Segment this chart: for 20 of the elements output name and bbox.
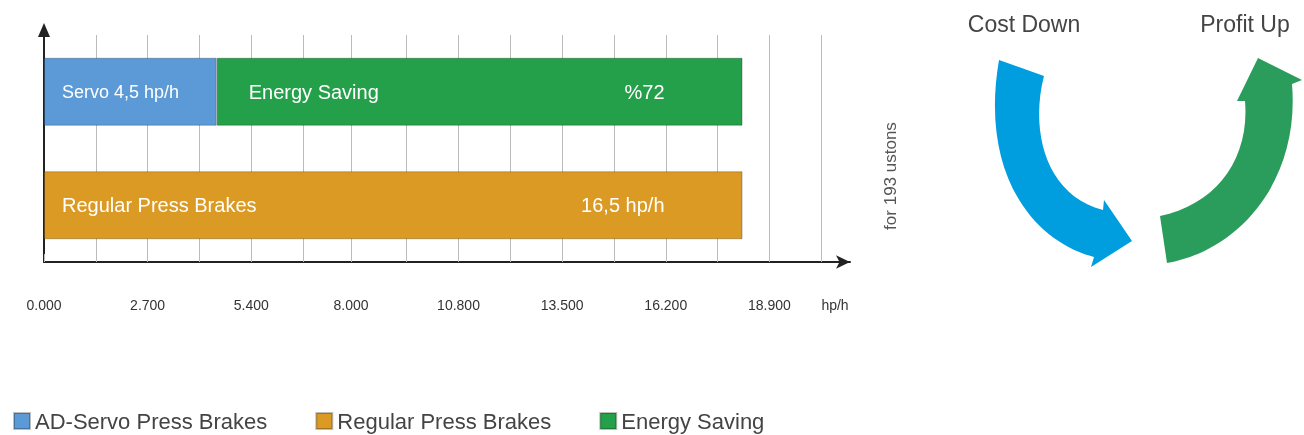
x-tick-label: 13.500 [540, 297, 584, 313]
annotation: Regular Press Brakes [62, 194, 257, 217]
annotation: Energy Saving [248, 80, 379, 103]
x-tick-label: 2.700 [130, 297, 166, 313]
annotation: 16,5 hp/h [581, 194, 665, 217]
text: Profit Up [1200, 11, 1290, 37]
x-tick-label: 5.400 [233, 297, 269, 313]
legend-label: Regular Press Brakes [337, 408, 552, 434]
x-axis-title: hp/h [821, 297, 849, 313]
legend-label: Energy Saving [621, 408, 765, 434]
x-tick-label: 0.000 [26, 297, 62, 313]
text: for 193 ustons [880, 122, 900, 230]
x-tick-label: 18.900 [747, 297, 792, 313]
annotation: %72 [624, 80, 665, 103]
x-tick-label: 10.800 [437, 297, 481, 313]
annotation: Servo 4,5 hp/h [62, 81, 180, 102]
text: Cost Down [967, 11, 1081, 37]
legend-label: AD-Servo Press Brakes [35, 408, 268, 434]
x-tick-label: 16.200 [644, 297, 688, 313]
x-tick-label: 8.000 [333, 297, 369, 313]
